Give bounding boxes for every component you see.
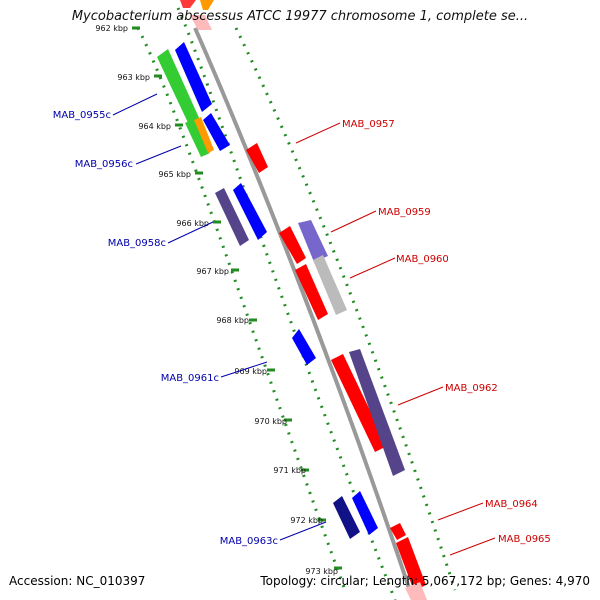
gene-label-reverse[interactable]: MAB_0955c <box>53 110 111 121</box>
ruler-ticks <box>132 26 342 570</box>
ruler-label: 970 kbp <box>254 417 287 426</box>
leader-line <box>449 537 496 556</box>
ruler-label: 962 kbp <box>95 24 128 33</box>
gene-partial-pink <box>190 15 212 30</box>
leader-line <box>220 361 268 378</box>
gene-blue-2[interactable] <box>203 113 230 151</box>
gene-mab0962-purple[interactable] <box>349 349 405 476</box>
ruler-label: 966 kbp <box>176 219 209 228</box>
gene-label-forward[interactable]: MAB_0962 <box>445 383 498 394</box>
ruler-label: 971 kbp <box>273 466 306 475</box>
leader-line <box>437 502 484 521</box>
gene-label-forward[interactable]: MAB_0960 <box>396 254 449 265</box>
gene-mab0956c-green[interactable] <box>185 118 210 157</box>
gene-label-forward[interactable]: MAB_0965 <box>498 534 551 545</box>
leader-line <box>112 93 158 116</box>
gene-label-reverse[interactable]: MAB_0956c <box>75 159 133 170</box>
gene-blue-4[interactable] <box>352 491 378 535</box>
ruler-label: 972 kbp <box>290 516 323 525</box>
outer-dotted-track <box>234 27 457 591</box>
gene-label-reverse[interactable]: MAB_0961c <box>161 373 219 384</box>
leader-line <box>279 521 327 541</box>
ruler-label: 967 kbp <box>196 267 229 276</box>
gene-orange <box>194 117 214 153</box>
ruler-label: 964 kbp <box>138 122 171 131</box>
gene-mab0960-grey[interactable] <box>313 255 347 315</box>
leader-line <box>167 221 214 244</box>
ruler-label: 965 kbp <box>158 170 191 179</box>
gene-mab0958c-purple[interactable] <box>215 188 249 246</box>
leader-line <box>349 257 396 279</box>
ruler-label: 968 kbp <box>216 316 249 325</box>
ruler-label: 963 kbp <box>117 73 150 82</box>
gene-label-forward[interactable]: MAB_0964 <box>485 499 538 510</box>
gene-partial-orange <box>200 0 214 10</box>
chromosome-backbone <box>193 27 415 600</box>
ruler-label: 969 kbp <box>234 367 267 376</box>
gene-label-forward[interactable]: MAB_0959 <box>378 207 431 218</box>
gene-pink-bottom <box>405 582 427 600</box>
leader-line <box>397 386 444 406</box>
leader-line <box>135 145 182 165</box>
gene-label-reverse[interactable]: MAB_0958c <box>108 238 166 249</box>
gene-blue-3[interactable] <box>233 183 267 240</box>
leader-line <box>295 122 341 144</box>
gene-mab0961c[interactable] <box>292 329 316 365</box>
gene-mab0955c[interactable] <box>157 49 200 127</box>
gene-blue-1[interactable] <box>175 42 212 112</box>
gene-label-reverse[interactable]: MAB_0963c <box>220 536 278 547</box>
footer-accession: Accession: NC_010397 <box>9 574 146 588</box>
gene-mab0962[interactable] <box>331 354 387 452</box>
gene-mab0960[interactable] <box>295 264 328 320</box>
gene-mab0965[interactable] <box>396 537 426 591</box>
gene-partial-red <box>180 0 196 8</box>
gene-mab0964[interactable] <box>390 523 406 540</box>
gene-mab0959-purple[interactable] <box>298 220 328 262</box>
leader-line <box>330 210 377 233</box>
gene-label-forward[interactable]: MAB_0957 <box>342 119 395 130</box>
inner-dotted-track <box>136 27 347 591</box>
gene-mab0957[interactable] <box>246 143 268 173</box>
footer-stats: Topology: circular; Length: 5,067,172 bp… <box>260 574 590 588</box>
ruler-label: 973 kbp <box>305 567 338 576</box>
gene-mab0959[interactable] <box>279 226 306 264</box>
map-title: Mycobacterium abscessus ATCC 19977 chrom… <box>71 9 529 24</box>
gene-mab0963c-navy[interactable] <box>333 496 360 539</box>
